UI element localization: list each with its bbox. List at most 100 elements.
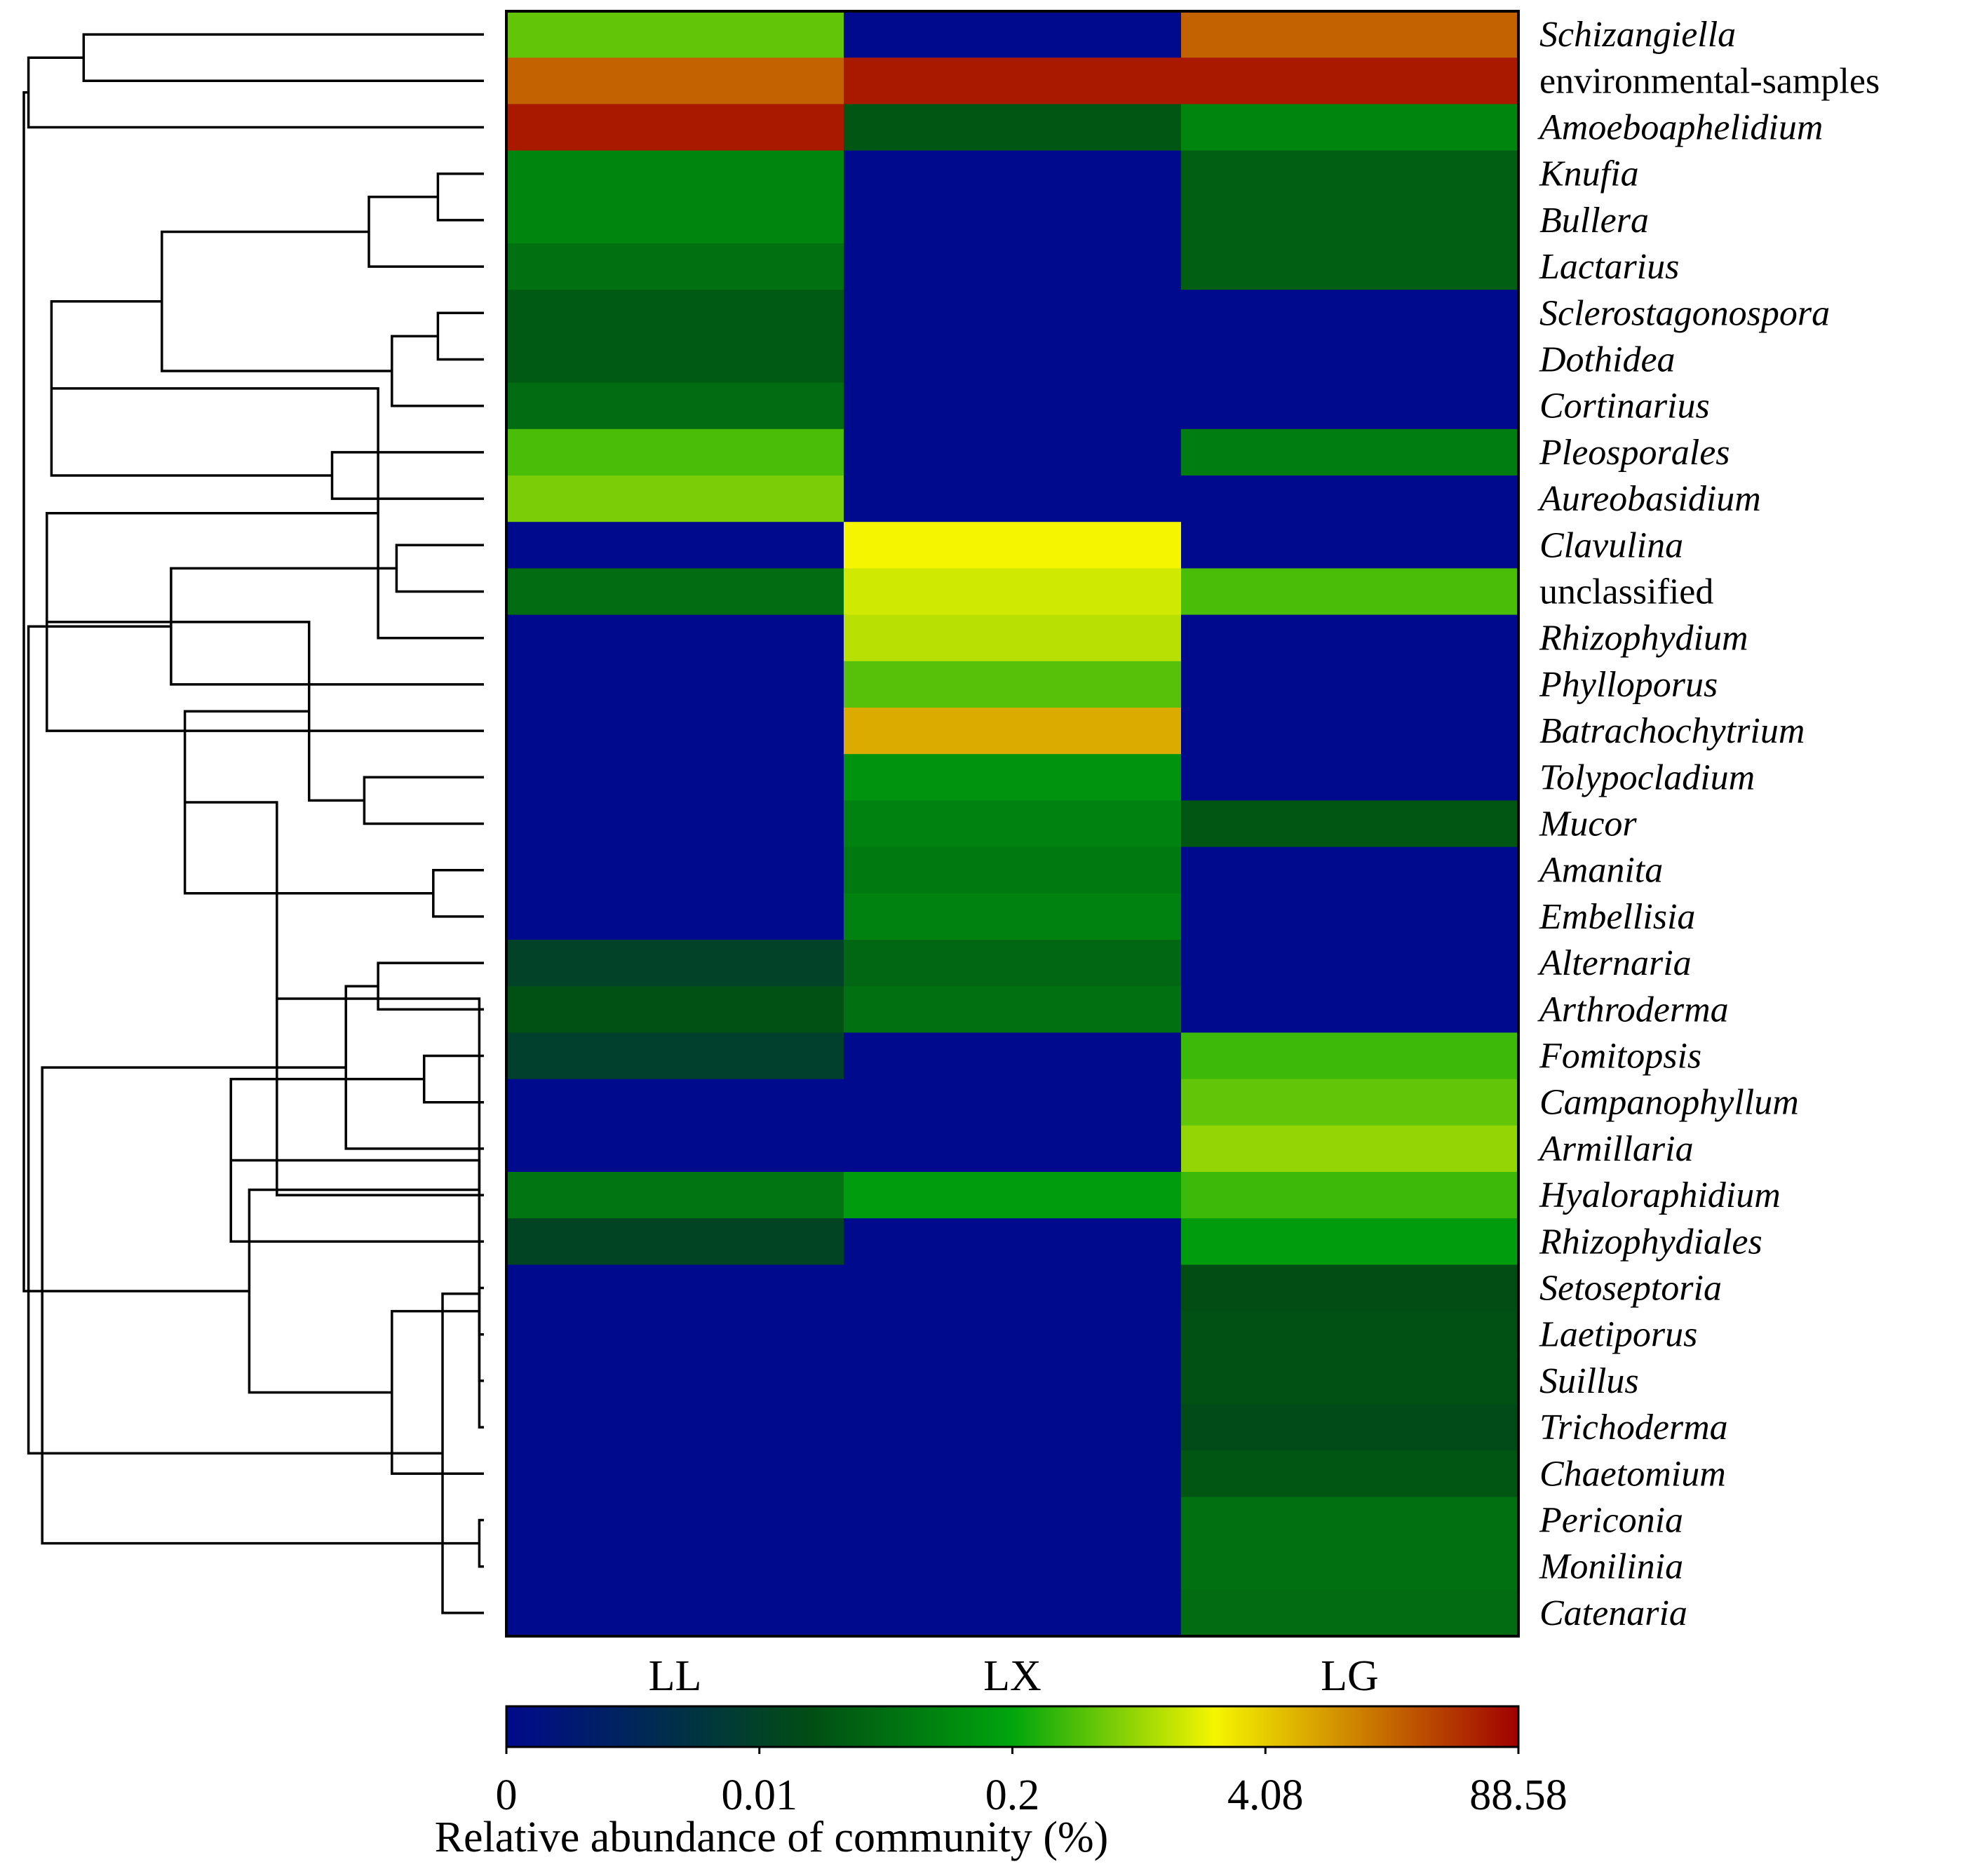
heatmap-cell-environmental-samples-LG	[1181, 58, 1519, 104]
heatmap-cell-Campanophyllum-LX	[844, 1079, 1182, 1126]
heatmap-cell-Rhizophydiales-LL	[506, 1218, 844, 1265]
heatmap-cell-Arthroderma-LG	[1181, 986, 1519, 1033]
heatmap-cell-Rhizophydium-LG	[1181, 614, 1519, 662]
row-label: Monilinia	[1539, 1547, 1683, 1587]
row-label: unclassified	[1539, 572, 1713, 612]
heatmap-cell-Amoeboaphelidium-LL	[506, 104, 844, 151]
dendrogram-branch	[395, 544, 484, 593]
heatmap-cell-Dothidea-LL	[506, 336, 844, 384]
dendrogram-branch	[41, 1066, 480, 1545]
heatmap-cell-Monilinia-LG	[1181, 1543, 1519, 1591]
heatmap-cell-Rhizophydium-LX	[844, 614, 1182, 662]
heatmap-cell-Monilinia-LX	[844, 1543, 1182, 1591]
heatmap-cell-Amanita-LG	[1181, 846, 1519, 894]
row-dendrogram	[22, 33, 484, 1614]
row-label: Amoeboaphelidium	[1537, 108, 1823, 148]
heatmap-cell-environmental-samples-LL	[506, 58, 844, 104]
heatmap-cell-Catenaria-LX	[844, 1589, 1182, 1637]
heatmap-cell-Catenaria-LG	[1181, 1589, 1519, 1637]
column-label-LX: LX	[983, 1652, 1041, 1700]
heatmap-cell-Hyaloraphidium-LL	[506, 1172, 844, 1219]
heatmap-cell-environmental-samples-LX	[844, 58, 1182, 104]
row-label: Tolypocladium	[1539, 757, 1755, 797]
heatmap-cell-Campanophyllum-LG	[1181, 1079, 1519, 1126]
heatmap-cell-Cortinarius-LG	[1181, 382, 1519, 430]
heatmap-cell-Knufia-LG	[1181, 150, 1519, 198]
heatmap-cell-Mucor-LG	[1181, 800, 1519, 848]
heatmap-cell-Amoeboaphelidium-LX	[844, 104, 1182, 151]
row-label: Alternaria	[1537, 943, 1692, 983]
heatmap-cell-Batrachochytrium-LL	[506, 708, 844, 755]
heatmap-cell-Knufia-LL	[506, 150, 844, 198]
dendrogram-branch	[377, 961, 484, 1011]
heatmap-cell-Sclerostagonospora-LG	[1181, 290, 1519, 337]
heatmap-cell-Armillaria-LG	[1181, 1125, 1519, 1173]
dendrogram-branch	[422, 1054, 484, 1104]
heatmap-cell-Periconia-LL	[506, 1497, 844, 1544]
heatmap-cell-Aureobasidium-LG	[1181, 475, 1519, 522]
heatmap-cell-Catenaria-LL	[506, 1589, 844, 1637]
dendrogram-branch	[82, 33, 484, 83]
heatmap-cell-Trichoderma-LX	[844, 1404, 1182, 1451]
row-label: Bullera	[1539, 201, 1649, 241]
column-label-LL: LL	[649, 1652, 702, 1700]
heatmap-cell-Tolypocladium-LL	[506, 754, 844, 801]
colorbar-tick-label: 0.2	[985, 1772, 1040, 1819]
heatmap-cell-Rhizophydiales-LX	[844, 1218, 1182, 1265]
row-label: Armillaria	[1537, 1129, 1694, 1169]
heatmap-cell-Chaetomium-LX	[844, 1450, 1182, 1497]
dendrogram-branch	[478, 1518, 484, 1568]
row-label: Aureobasidium	[1537, 479, 1761, 519]
row-label: Knufia	[1539, 154, 1639, 194]
colorbar-ticks: 0 0.01 0.2 4.08 88.58	[496, 1747, 1568, 1819]
row-label: Trichoderma	[1539, 1408, 1728, 1448]
dendrogram-branch	[436, 172, 484, 222]
heatmap-cell-Embellisia-LG	[1181, 893, 1519, 940]
colorbar-tick-label: 88.58	[1469, 1772, 1568, 1819]
heatmap-cell-Lactarius-LG	[1181, 243, 1519, 290]
row-label: Clavulina	[1539, 525, 1683, 565]
row-label: Setoseptoria	[1539, 1269, 1722, 1309]
heatmap-cell-Batrachochytrium-LG	[1181, 708, 1519, 755]
heatmap-cell-unclassified-LL	[506, 568, 844, 616]
heatmap-cell-unclassified-LX	[844, 568, 1182, 616]
dendrogram-branch	[441, 1293, 484, 1614]
heatmap-cells	[506, 11, 1519, 1637]
heatmap-cell-Rhizophydium-LL	[506, 614, 844, 662]
column-label-LG: LG	[1321, 1652, 1379, 1700]
heatmap-cell-Rhizophydiales-LG	[1181, 1218, 1519, 1265]
heatmap-cell-Bullera-LL	[506, 196, 844, 244]
heatmap-cell-Mucor-LL	[506, 800, 844, 848]
row-label: Suillus	[1539, 1361, 1639, 1401]
row-label: Mucor	[1539, 804, 1637, 844]
heatmap-cell-Arthroderma-LX	[844, 986, 1182, 1033]
heatmap-cell-Sclerostagonospora-LX	[844, 290, 1182, 337]
heatmap-cell-Campanophyllum-LL	[506, 1079, 844, 1126]
heatmap-frame	[505, 10, 1520, 1638]
dendrogram-branch	[391, 1309, 484, 1476]
heatmap-cell-Laetiporus-LG	[1181, 1311, 1519, 1358]
row-label: Lactarius	[1539, 247, 1679, 287]
row-label: Batrachochytrium	[1539, 711, 1805, 751]
heatmap-cell-Clavulina-LG	[1181, 522, 1519, 569]
colorbar-tick-label: 0.01	[722, 1772, 798, 1819]
heatmap-cell-Lactarius-LX	[844, 243, 1182, 290]
heatmap-cell-Dothidea-LG	[1181, 336, 1519, 384]
row-label: Campanophyllum	[1539, 1083, 1799, 1123]
heatmap-cell-Amoeboaphelidium-LG	[1181, 104, 1519, 151]
row-label: Cortinarius	[1539, 386, 1710, 426]
heatmap-cell-Knufia-LX	[844, 150, 1182, 198]
heatmap-cell-Suillus-LL	[506, 1357, 844, 1405]
heatmap-cell-Laetiporus-LL	[506, 1311, 844, 1358]
row-label: Embellisia	[1539, 897, 1695, 937]
dendrogram-branch	[432, 868, 484, 918]
heatmap-cell-Sclerostagonospora-LL	[506, 290, 844, 337]
dendrogram-branch	[368, 196, 484, 268]
colorbar-tick-label: 4.08	[1227, 1772, 1304, 1819]
heatmap-cell-Aureobasidium-LX	[844, 475, 1182, 522]
column-labels: LL LX LG	[649, 1652, 1379, 1700]
heatmap-cell-Batrachochytrium-LX	[844, 708, 1182, 755]
heatmap-cell-Trichoderma-LG	[1181, 1404, 1519, 1451]
heatmap-cell-Bullera-LG	[1181, 196, 1519, 244]
